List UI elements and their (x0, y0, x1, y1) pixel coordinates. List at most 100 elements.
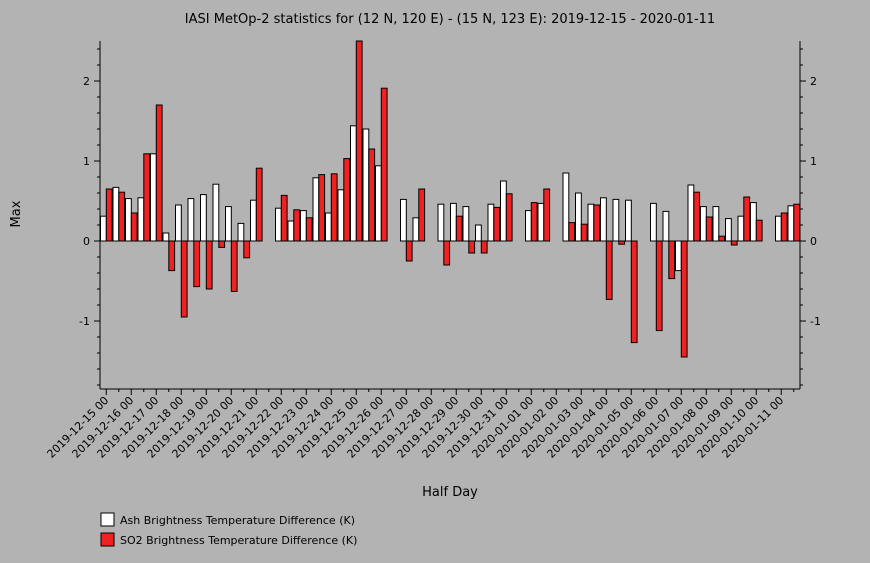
bar-ash-52 (750, 202, 757, 242)
x-axis-label: Half Day (422, 485, 478, 500)
bar-ash-8 (200, 194, 207, 242)
bar-so2-16 (305, 217, 313, 242)
bar-ash-5 (162, 232, 170, 242)
bar-so2-10 (230, 240, 238, 292)
bar-ash-30 (475, 224, 482, 242)
bar-ash-38 (575, 192, 582, 242)
legend-label-ash: Ash Brightness Temperature Difference (K… (120, 514, 355, 527)
bar-ash-28 (450, 202, 457, 242)
bar-so2-5 (168, 240, 176, 272)
bar-ash-48 (700, 206, 707, 242)
bar-ash-34 (525, 210, 532, 242)
bar-so2-51 (743, 196, 751, 242)
bar-so2-8 (205, 240, 213, 290)
y-tick-label-right: 1 (810, 155, 817, 168)
bar-so2-44 (655, 240, 663, 332)
bar-ash-11 (237, 222, 245, 242)
bar-ash-4 (150, 153, 157, 242)
bar-so2-4 (155, 104, 163, 242)
bar-ash-45 (662, 210, 670, 242)
bar-ash-50 (725, 218, 732, 242)
bar-ash-15 (287, 220, 295, 242)
bar-so2-12 (255, 167, 263, 242)
bar-so2-7 (193, 240, 201, 288)
legend-swatch-ash (100, 512, 115, 527)
bar-ash-25 (412, 217, 420, 242)
bar-so2-6 (180, 240, 188, 318)
bar-so2-24 (405, 240, 413, 262)
bar-so2-9 (218, 240, 226, 248)
bar-so2-38 (580, 223, 588, 242)
bar-ash-27 (437, 203, 445, 242)
y-tick-label-right: 0 (810, 235, 817, 248)
y-tick-label-left: 1 (83, 155, 90, 168)
bar-ash-29 (462, 206, 470, 242)
bar-ash-2 (125, 198, 132, 242)
bar-so2-28 (455, 215, 463, 242)
plot-area (100, 40, 801, 358)
bar-ash-51 (737, 215, 745, 242)
y-tick-label-right: -1 (810, 315, 821, 328)
bar-so2-40 (605, 240, 613, 300)
bar-so2-37 (568, 222, 576, 242)
bar-ash-54 (775, 215, 782, 242)
bar-ash-14 (275, 207, 282, 242)
bar-so2-2 (130, 212, 138, 242)
bar-so2-18 (330, 173, 338, 242)
y-tick-label-left: 0 (83, 235, 90, 248)
bar-so2-21 (368, 148, 376, 242)
bar-so2-41 (618, 240, 626, 245)
bar-ash-49 (712, 206, 720, 242)
bar-so2-17 (318, 174, 326, 242)
bar-so2-30 (480, 240, 488, 254)
bar-ash-41 (612, 198, 620, 242)
bar-so2-35 (543, 188, 551, 242)
bar-so2-29 (468, 240, 476, 254)
bar-so2-3 (143, 153, 151, 242)
bar-ash-37 (562, 172, 570, 242)
bar-so2-20 (355, 40, 363, 242)
bar-ash-55 (787, 205, 795, 242)
bar-so2-19 (343, 158, 351, 242)
bar-ash-0 (100, 215, 107, 242)
y-axis-label: Max (9, 200, 24, 227)
bar-ash-18 (325, 212, 332, 242)
bar-so2-15 (293, 209, 301, 242)
bar-so2-46 (680, 240, 688, 358)
legend: Ash Brightness Temperature Difference (K… (100, 512, 357, 547)
bar-ash-44 (650, 202, 657, 242)
bar-ash-16 (300, 210, 307, 242)
bar-ash-17 (312, 177, 320, 242)
chart-title: IASI MetOp-2 statistics for (12 N, 120 E… (185, 12, 715, 27)
legend-swatch-so2 (100, 532, 115, 547)
bar-ash-22 (375, 165, 382, 242)
bar-so2-25 (418, 188, 426, 242)
y-tick-label-left: 2 (83, 75, 90, 88)
bar-ash-39 (587, 203, 595, 242)
bar-ash-31 (487, 203, 495, 242)
bar-ash-42 (625, 199, 632, 242)
bar-ash-9 (212, 183, 220, 242)
y-tick-label-left: -1 (79, 315, 90, 328)
bar-so2-14 (280, 194, 288, 242)
bar-so2-34 (530, 202, 538, 242)
legend-label-so2: SO2 Brightness Temperature Difference (K… (120, 534, 357, 547)
bar-so2-49 (718, 235, 726, 242)
bar-so2-54 (780, 212, 788, 242)
y-axis-left: -1 0 1 2 (79, 41, 101, 389)
bar-ash-12 (250, 199, 257, 242)
bar-ash-32 (500, 180, 507, 242)
bar-ash-1 (112, 186, 120, 242)
bar-so2-27 (443, 240, 451, 266)
bar-ash-35 (537, 202, 545, 242)
bar-ash-3 (137, 197, 145, 242)
bar-so2-48 (705, 216, 713, 242)
bar-so2-32 (505, 193, 513, 242)
bar-ash-10 (225, 206, 232, 242)
bar-ash-21 (362, 128, 370, 242)
bar-so2-50 (730, 240, 738, 246)
bar-so2-55 (793, 203, 801, 242)
bar-so2-11 (243, 240, 251, 259)
